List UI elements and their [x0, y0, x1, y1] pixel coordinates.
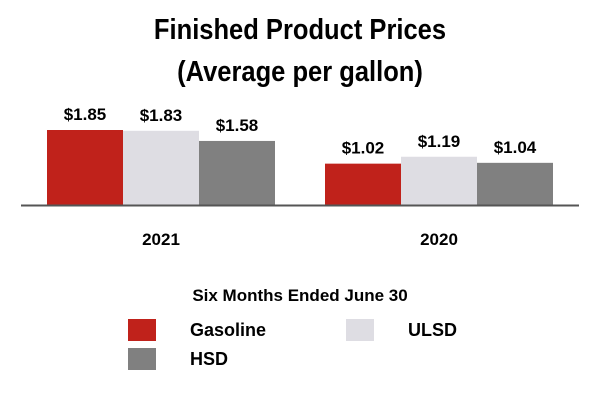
data-label-gasoline-2021: $1.85 — [64, 105, 107, 124]
data-label-hsd-2021: $1.58 — [216, 116, 259, 135]
chart-subtitle: (Average per gallon) — [177, 56, 423, 88]
legend-label-hsd: HSD — [190, 349, 229, 369]
legend-label-gasoline: Gasoline — [190, 320, 267, 340]
x-tick-label-2021: 2021 — [142, 230, 180, 249]
data-label-hsd-2020: $1.04 — [494, 138, 537, 157]
bar-gasoline-2021 — [47, 130, 123, 205]
legend-swatch-hsd — [128, 348, 156, 370]
bar-hsd-2021 — [199, 140, 275, 205]
legend-label-ulsd: ULSD — [408, 320, 457, 340]
data-label-ulsd-2020: $1.19 — [418, 132, 461, 151]
legend-swatch-ulsd — [346, 319, 374, 341]
legend-swatch-gasoline — [128, 319, 156, 341]
x-tick-label-2020: 2020 — [420, 230, 458, 249]
bar-ulsd-2021 — [123, 130, 199, 205]
data-label-gasoline-2020: $1.02 — [342, 139, 385, 158]
x-axis-label: Six Months Ended June 30 — [192, 286, 408, 305]
data-label-ulsd-2021: $1.83 — [140, 106, 183, 125]
bar-hsd-2020 — [477, 162, 553, 205]
chart-title: Finished Product Prices — [153, 14, 447, 46]
bar-gasoline-2020 — [325, 163, 401, 205]
bar-ulsd-2020 — [401, 156, 477, 205]
